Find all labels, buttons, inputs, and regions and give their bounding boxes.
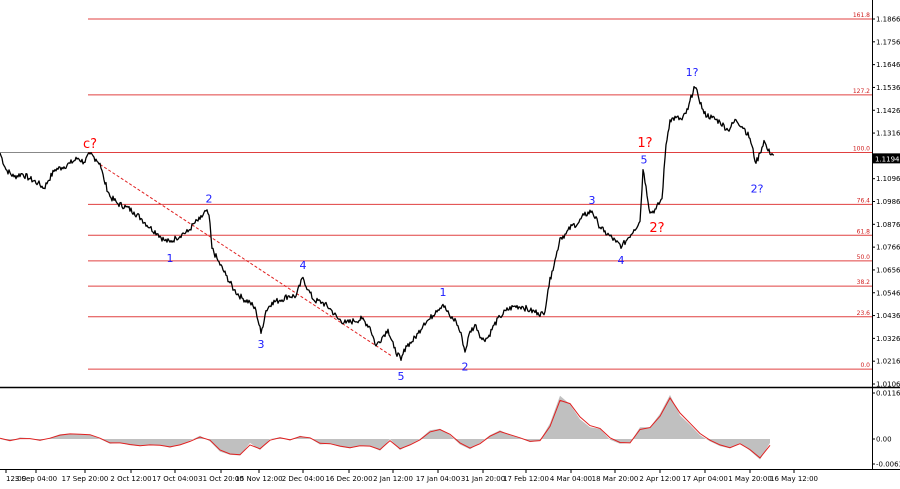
y-tick-label: 1.1866	[876, 16, 900, 24]
y-tick-label: 1.1536	[876, 84, 900, 92]
current-price-tag	[873, 153, 900, 164]
wave-label: 3	[258, 338, 265, 351]
y-tick-label: 1.0656	[876, 266, 900, 274]
fib-level-label: 100.0	[853, 146, 870, 153]
y-tick-label: 1.1316	[876, 130, 900, 138]
osc-histogram	[0, 394, 770, 460]
fib-level-label: 61.8	[857, 228, 871, 235]
x-tick-label: 3 Sep 04:00	[15, 475, 57, 483]
x-tick-label: 1 May 20:00	[728, 475, 772, 483]
y-tick-label: 1.1756	[876, 38, 900, 46]
x-tick-label: 12:00	[6, 475, 26, 483]
wave-label: 1	[167, 252, 174, 265]
fib-level-label: 76.4	[857, 197, 871, 204]
fib-level-label: 0.0	[860, 362, 870, 369]
y-tick-label: 1.1096	[876, 175, 900, 183]
x-tick-label: 17 Sep 20:00	[62, 475, 109, 483]
price-series	[0, 85, 775, 362]
x-tick-label: 31 Jan 20:00	[461, 475, 505, 483]
wave-label: 4	[618, 254, 625, 267]
x-tick-label: 4 Mar 04:00	[550, 475, 592, 483]
x-tick-label: 31 Oct 20:00	[198, 475, 244, 483]
y-tick-label: 1.0216	[876, 358, 900, 366]
y-tick-label: 1.1646	[876, 61, 900, 69]
wave-label: 2	[206, 193, 213, 206]
trend-line	[99, 163, 393, 357]
fib-level-label: 127.2	[853, 88, 870, 95]
x-tick-label: 17 Oct 04:00	[152, 475, 198, 483]
wave-label: 5	[398, 370, 405, 383]
wave-label: 2	[462, 361, 469, 374]
x-tick-label: 2 Apr 12:00	[639, 475, 680, 483]
x-tick-label: 16 May 12:00	[770, 475, 818, 483]
x-tick-label: 17 Apr 04:00	[682, 475, 728, 483]
fib-level-label: 161.8	[853, 12, 870, 19]
wave-label: 2?	[649, 221, 664, 236]
fib-level-label: 23.6	[857, 310, 871, 317]
y-tick-label: 1.0546	[876, 289, 900, 297]
x-tick-label: 18 Mar 20:00	[592, 475, 639, 483]
x-tick-label: 2 Dec 04:00	[282, 475, 325, 483]
y-tick-label: 1.0876	[876, 221, 900, 229]
y-tick-label: 1.0986	[876, 198, 900, 206]
fib-level-label: 38.2	[857, 279, 871, 286]
wave-label: 4	[300, 259, 307, 272]
x-tick-label: 17 Feb 12:00	[503, 475, 549, 483]
osc-y-tick-label: -0.00635	[876, 461, 900, 469]
wave-label: 2?	[751, 182, 764, 195]
y-tick-label: 1.0106	[876, 381, 900, 389]
osc-signal-line	[0, 397, 771, 459]
y-tick-label: 1.1426	[876, 107, 900, 115]
wave-label: c?	[83, 137, 97, 152]
x-tick-label: 17 Jan 04:00	[416, 475, 460, 483]
x-tick-label: 2 Oct 12:00	[110, 475, 151, 483]
y-tick-label: 1.0326	[876, 335, 900, 343]
x-tick-label: 15 Nov 12:00	[235, 475, 282, 483]
y-tick-label: 1.0436	[876, 312, 900, 320]
x-tick-label: 16 Dec 20:00	[325, 475, 372, 483]
osc-y-tick-label: 0.01168	[876, 390, 900, 398]
x-tick-label: 2 Jan 12:00	[373, 475, 413, 483]
wave-label: 3	[589, 194, 596, 207]
wave-label: 1?	[637, 136, 652, 151]
wave-label: 5	[641, 153, 648, 166]
current-price-label: 1.1194	[875, 155, 900, 163]
fib-level-label: 50.0	[857, 254, 871, 261]
y-tick-label: 1.0766	[876, 244, 900, 252]
wave-label: 1?	[686, 66, 699, 79]
wave-label: 1	[440, 286, 447, 299]
osc-y-tick-label: 0.00	[876, 435, 892, 443]
